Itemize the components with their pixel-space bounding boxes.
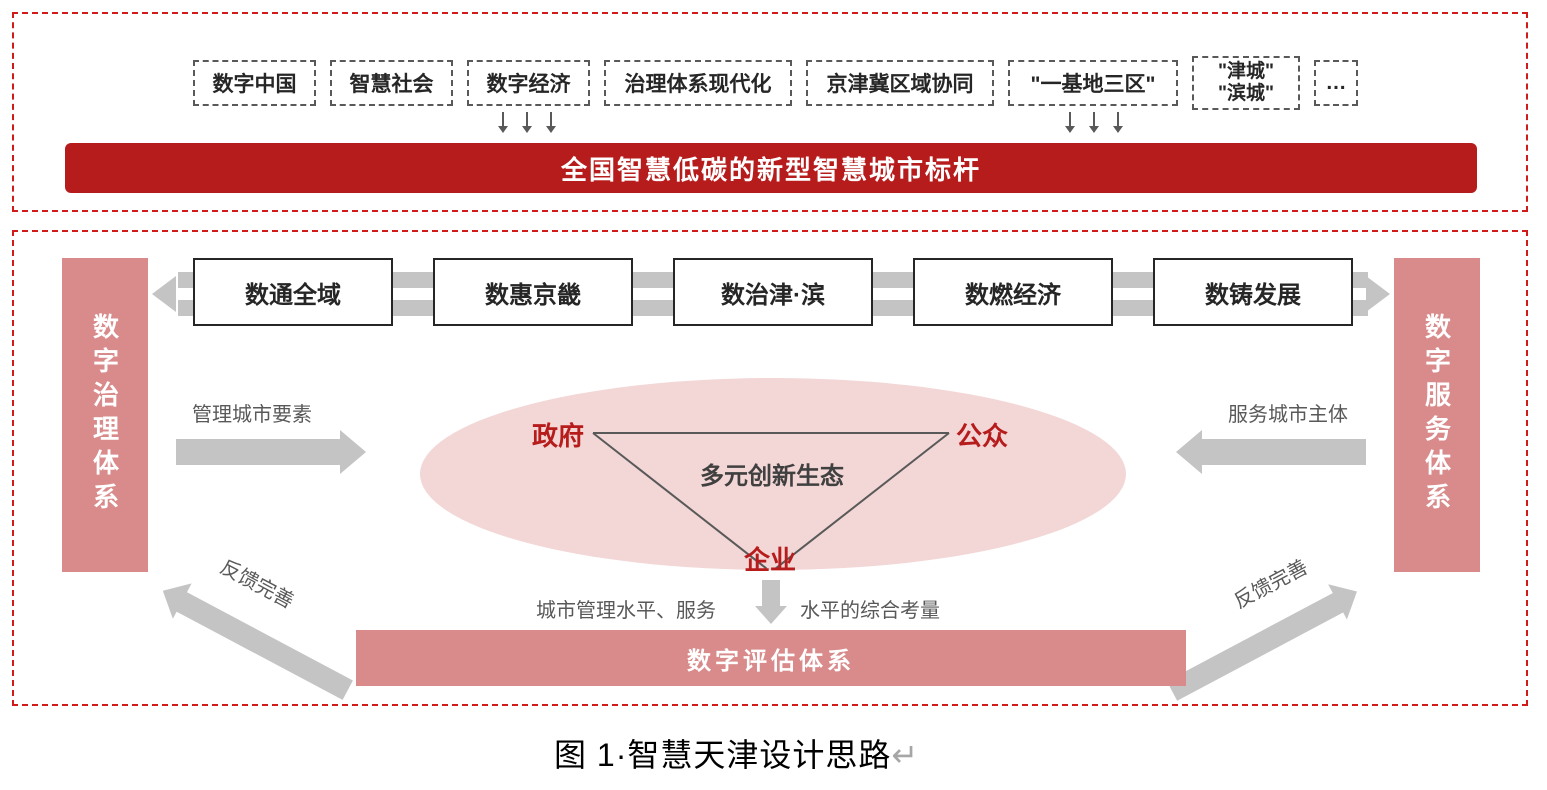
- down-arrow-icon: [497, 112, 509, 133]
- five-box-1: 数通全域: [193, 258, 393, 326]
- down-arrow-to-eval: [755, 580, 787, 624]
- left-vpill-governance: 数字治理体系: [62, 258, 148, 572]
- ellipse-gov: 政府: [532, 416, 584, 453]
- tag-governance-modern: 治理体系现代化: [604, 60, 792, 106]
- connector-head-right: [1366, 276, 1390, 312]
- mid-label-left: 城市管理水平、服务: [536, 594, 716, 623]
- five-label: 数铸发展: [1205, 275, 1301, 310]
- tag-label: 数字经济: [487, 68, 571, 98]
- down-arrow-icon: [1112, 112, 1124, 133]
- tri-line-top: [593, 432, 949, 434]
- down-arrow-icon: [1064, 112, 1076, 133]
- figure-caption: 图 1·智慧天津设计思路↵: [554, 730, 919, 776]
- caption-text: 智慧天津设计思路: [627, 737, 891, 773]
- caption-cr-icon: ↵: [891, 737, 919, 773]
- five-label: 数治津·滨: [721, 275, 825, 310]
- tag-digital-economy: 数字经济: [467, 60, 590, 106]
- diagram-canvas: 数字中国 智慧社会 数字经济 治理体系现代化 京津冀区域协同 "一基地三区" "…: [0, 0, 1547, 790]
- tag-one-base-three: "一基地三区": [1008, 60, 1178, 106]
- tag-digital-china: 数字中国: [193, 60, 316, 106]
- tag-label: 智慧社会: [350, 68, 434, 98]
- right-vpill-service: 数字服务体系: [1394, 258, 1480, 572]
- five-box-5: 数铸发展: [1153, 258, 1353, 326]
- connector-head-left: [152, 276, 176, 312]
- tag-label: "一基地三区": [1031, 68, 1156, 98]
- tag-ellipsis: …: [1314, 60, 1358, 106]
- bottom-eval-pill: 数字评估体系: [356, 630, 1186, 686]
- tag-label: …: [1326, 71, 1347, 95]
- tag-label: 治理体系现代化: [625, 68, 772, 98]
- banner-text: 全国智慧低碳的新型智慧城市标杆: [561, 150, 981, 187]
- tag-label-line2: "滨城": [1218, 83, 1274, 105]
- tag-smart-society: 智慧社会: [330, 60, 453, 106]
- arrow-into-ellipse-right: [1176, 430, 1366, 474]
- tag-label: 京津冀区域协同: [827, 68, 974, 98]
- tag-label: 数字中国: [213, 68, 297, 98]
- caption-prefix: 图 1·: [554, 737, 627, 773]
- right-side-label: 服务城市主体: [1228, 398, 1348, 427]
- five-label: 数燃经济: [965, 275, 1061, 310]
- vision-banner: 全国智慧低碳的新型智慧城市标杆: [65, 143, 1477, 193]
- ellipse-ent: 企业: [744, 540, 796, 577]
- arrow-into-ellipse-left: [176, 430, 366, 474]
- tag-label-line1: "津城": [1218, 61, 1274, 83]
- tag-jjj-region: 京津冀区域协同: [806, 60, 994, 106]
- vpill-label: 数字治理体系: [87, 313, 124, 517]
- tag-jincheng-bincheng: "津城" "滨城": [1192, 56, 1300, 110]
- five-box-2: 数惠京畿: [433, 258, 633, 326]
- ellipse-center: 多元创新生态: [700, 456, 844, 491]
- ellipse-pub: 公众: [956, 416, 1008, 453]
- bottom-pill-label: 数字评估体系: [687, 641, 855, 676]
- five-label: 数通全域: [245, 275, 341, 310]
- left-side-label: 管理城市要素: [192, 398, 312, 427]
- mid-label-right: 水平的综合考量: [800, 594, 940, 623]
- five-label: 数惠京畿: [485, 275, 581, 310]
- down-arrow-icon: [545, 112, 557, 133]
- down-arrow-icon: [521, 112, 533, 133]
- five-box-3: 数治津·滨: [673, 258, 873, 326]
- down-arrow-icon: [1088, 112, 1100, 133]
- vpill-label: 数字服务体系: [1419, 313, 1456, 517]
- five-box-4: 数燃经济: [913, 258, 1113, 326]
